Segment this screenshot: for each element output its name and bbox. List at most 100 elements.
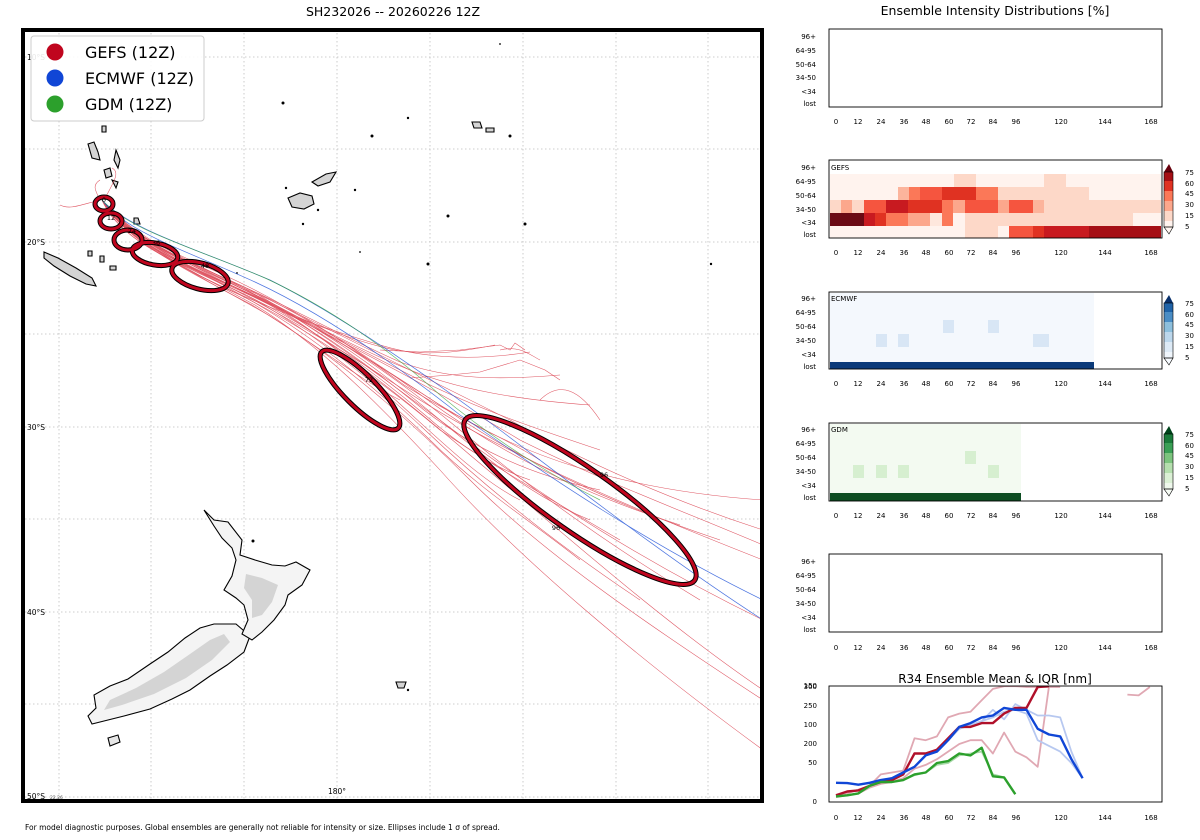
lat-label: 50°S	[27, 792, 45, 801]
svg-text:60: 60	[1185, 180, 1194, 188]
svg-text:<34: <34	[801, 482, 816, 490]
svg-text:45: 45	[1185, 190, 1194, 198]
svg-text:12: 12	[854, 249, 863, 257]
svg-text:0: 0	[834, 249, 838, 257]
r34-line-gdm-mean	[835, 746, 1017, 798]
svg-text:<34: <34	[801, 219, 816, 227]
svg-text:48: 48	[922, 644, 931, 652]
r34-x-tick-labels: 0 12 24 36 48 60 72 84 96 120 144 168	[834, 814, 1158, 822]
svg-text:168: 168	[1144, 380, 1157, 388]
svg-text:24: 24	[877, 118, 886, 126]
svg-text:168: 168	[1144, 249, 1157, 257]
svg-text:84: 84	[989, 380, 998, 388]
r34-line-gefs-mean	[835, 686, 1050, 797]
svg-text:60: 60	[945, 644, 954, 652]
ellipse-label: 48	[201, 262, 209, 270]
svg-text:30: 30	[1185, 201, 1194, 209]
lat-label: 40°S	[27, 608, 45, 617]
svg-text:36: 36	[900, 118, 909, 126]
svg-text:0: 0	[834, 512, 838, 520]
svg-text:72: 72	[967, 380, 976, 388]
svg-text:72: 72	[967, 249, 976, 257]
svg-text:64-95: 64-95	[796, 440, 816, 448]
svg-text:lost: lost	[803, 626, 816, 634]
svg-text:45: 45	[1185, 321, 1194, 329]
svg-text:96: 96	[1012, 118, 1021, 126]
svg-text:48: 48	[922, 814, 931, 822]
x-tick-labels: 0 12 24 36 48 60 72 84 96 120 144 168	[834, 380, 1158, 388]
intensity-panel-empty-2: 96+ 64-95 50-64 34-50 <34 lost 0 12 24 3…	[796, 553, 1163, 652]
colorbar-ecmwf: 75 60 45 30 15 5	[1163, 295, 1194, 366]
svg-text:lost: lost	[803, 100, 816, 108]
svg-text:168: 168	[1144, 118, 1157, 126]
svg-text:12: 12	[854, 512, 863, 520]
intensity-panel-empty-1: 96+ 64-95 50-64 34-50 <34 lost 0 12 24 3…	[796, 28, 1163, 126]
ellipse-label: 96	[600, 471, 608, 479]
legend-label-gefs: GEFS (12Z)	[85, 43, 175, 62]
island	[471, 121, 483, 129]
svg-text:120: 120	[1054, 380, 1067, 388]
svg-text:48: 48	[922, 512, 931, 520]
island	[87, 250, 93, 257]
y-tick-labels: 96+ 64-95 50-64 34-50 <34 lost	[796, 426, 817, 502]
svg-text:50-64: 50-64	[796, 586, 817, 594]
svg-text:120: 120	[1054, 512, 1067, 520]
vanuatu-1	[87, 141, 101, 161]
model-label: GEFS	[831, 164, 850, 172]
legend-label-gdm: GDM (12Z)	[85, 95, 172, 114]
svg-text:72: 72	[967, 814, 976, 822]
svg-text:64-95: 64-95	[796, 309, 816, 317]
svg-text:84: 84	[989, 118, 998, 126]
svg-text:0: 0	[834, 380, 838, 388]
x-tick-labels: 0 12 24 36 48 60 72 84 96 120 144 168	[834, 118, 1158, 126]
legend-label-ecmwf: ECMWF (12Z)	[85, 69, 194, 88]
svg-text:<34: <34	[801, 351, 816, 359]
lat-label: 30°S	[27, 423, 45, 432]
island	[109, 265, 117, 271]
ellipse-label: 0	[102, 196, 106, 204]
ellipse-label: 24	[128, 227, 136, 235]
corner-note: 22.26	[50, 795, 63, 801]
island	[99, 255, 105, 263]
intensity-panel-gefs: 96+ 64-95 50-64 34-50 <34 lost	[796, 159, 1194, 257]
svg-text:120: 120	[1054, 118, 1067, 126]
island	[485, 127, 495, 133]
svg-text:34-50: 34-50	[796, 337, 816, 345]
svg-text:84: 84	[989, 644, 998, 652]
svg-text:5: 5	[1185, 223, 1189, 231]
svg-text:36: 36	[900, 814, 909, 822]
ellipse-label: 72	[365, 376, 373, 384]
svg-text:15: 15	[1185, 212, 1194, 220]
svg-text:12: 12	[854, 644, 863, 652]
svg-text:75: 75	[1185, 300, 1194, 308]
small-islands	[236, 29, 713, 692]
new-caledonia	[43, 251, 97, 287]
r34-line-gefs-iqr	[1127, 686, 1151, 697]
svg-text:84: 84	[989, 512, 998, 520]
footer-note: For model diagnostic purposes. Global en…	[25, 823, 500, 832]
island	[133, 217, 141, 225]
svg-text:15: 15	[1185, 343, 1194, 351]
svg-text:36: 36	[900, 249, 909, 257]
svg-text:60: 60	[1185, 311, 1194, 319]
ellipse-label: 36	[152, 239, 160, 247]
gefs-tracks	[59, 167, 764, 751]
svg-text:60: 60	[945, 249, 954, 257]
colorbar-gefs: 75 60 45 30 15 5	[1163, 164, 1194, 235]
y-tick-labels: 96+ 64-95 50-64 34-50 <34 lost	[796, 164, 817, 239]
svg-text:50-64: 50-64	[796, 192, 817, 200]
map-frame	[21, 28, 764, 803]
svg-text:168: 168	[1144, 644, 1157, 652]
legend-marker-ecmwf	[46, 69, 64, 87]
svg-text:96+: 96+	[801, 33, 816, 41]
map-gridlines	[21, 29, 763, 801]
svg-text:24: 24	[877, 380, 886, 388]
svg-text:96+: 96+	[801, 295, 816, 303]
r34-y-tick-labels: 0 50 100 150 200 250 300	[804, 682, 817, 806]
svg-text:12: 12	[854, 380, 863, 388]
svg-text:36: 36	[900, 380, 909, 388]
svg-text:60: 60	[1185, 442, 1194, 450]
svg-text:168: 168	[1144, 814, 1157, 822]
gdm-tracks	[101, 199, 601, 501]
